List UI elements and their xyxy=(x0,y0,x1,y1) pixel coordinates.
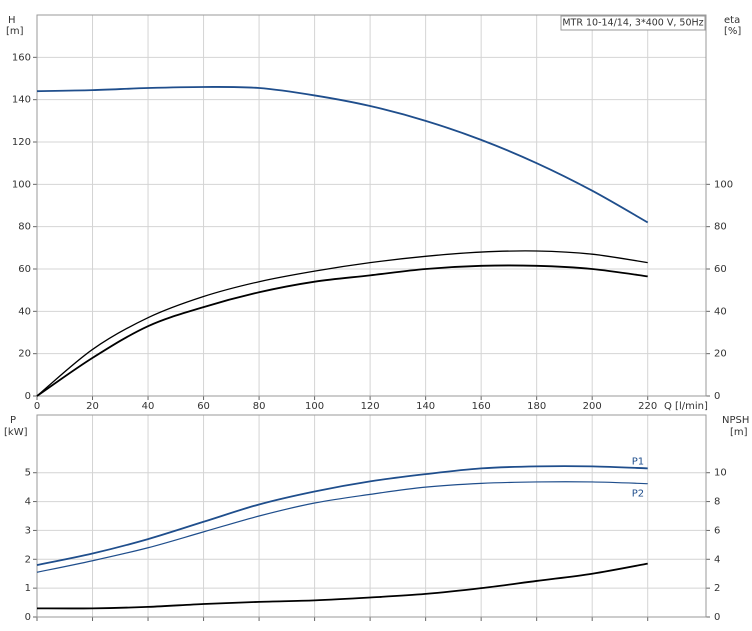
title-box xyxy=(560,15,706,31)
y2-tick-label: 100 xyxy=(714,179,733,190)
y-tick-label: 0 xyxy=(25,391,31,402)
y2-axis-label: eta xyxy=(724,15,740,26)
plot-frame xyxy=(36,414,707,618)
x-tick-label: 60 xyxy=(197,401,210,412)
y-axis-label: P xyxy=(10,415,16,426)
plot-area xyxy=(37,15,706,396)
x-tick-label: 180 xyxy=(527,401,546,412)
y2-tick-label: 0 xyxy=(714,612,720,623)
y-tick-label: 100 xyxy=(12,179,31,190)
y-axis-unit: [kW] xyxy=(4,427,28,438)
y-tick-label: 20 xyxy=(18,349,31,360)
curve xyxy=(36,481,648,573)
x-tick-label: 120 xyxy=(361,401,380,412)
x-tick-label: 200 xyxy=(583,401,602,412)
y-axis-unit: [m] xyxy=(6,26,24,37)
x-axis-label: Q [l/min] xyxy=(664,401,708,412)
curve xyxy=(36,86,649,224)
y2-axis-unit: [%] xyxy=(724,26,741,37)
curve xyxy=(36,562,648,610)
x-tick-label: 100 xyxy=(305,401,324,412)
plot-area xyxy=(37,415,706,617)
y-tick-label: 4 xyxy=(25,497,31,508)
y2-tick-label: 10 xyxy=(714,468,727,479)
curve xyxy=(36,264,648,397)
y2-tick-label: 4 xyxy=(714,554,720,565)
y-tick-label: 2 xyxy=(25,554,31,565)
y2-tick-label: 6 xyxy=(714,525,720,536)
chart-title: MTR 10-14/14, 3*400 V, 50Hz xyxy=(562,18,703,29)
x-tick-label: 220 xyxy=(638,401,657,412)
curve xyxy=(36,250,648,397)
x-tick-label: 0 xyxy=(34,401,40,412)
y2-tick-label: 0 xyxy=(714,391,720,402)
curve-label: P1 xyxy=(632,456,644,467)
x-tick-label: 140 xyxy=(416,401,435,412)
y-axis-label: H xyxy=(8,15,16,26)
y2-tick-label: 40 xyxy=(714,306,727,317)
y2-tick-label: 20 xyxy=(714,349,727,360)
y2-tick-label: 60 xyxy=(714,264,727,275)
y-tick-label: 40 xyxy=(18,306,31,317)
y-tick-label: 140 xyxy=(12,95,31,106)
y-tick-label: 80 xyxy=(18,222,31,233)
x-tick-label: 80 xyxy=(253,401,266,412)
x-tick-label: 160 xyxy=(472,401,491,412)
y-tick-label: 5 xyxy=(25,468,31,479)
y-tick-label: 60 xyxy=(18,264,31,275)
y-tick-label: 160 xyxy=(12,52,31,63)
y-tick-label: 1 xyxy=(25,583,31,594)
x-tick-label: 40 xyxy=(142,401,155,412)
plot-frame xyxy=(36,14,707,397)
y2-tick-label: 80 xyxy=(714,222,727,233)
y2-tick-label: 8 xyxy=(714,497,720,508)
curve xyxy=(36,465,648,566)
y2-axis-unit: [m] xyxy=(730,427,748,438)
y2-tick-label: 2 xyxy=(714,583,720,594)
curve-label: P2 xyxy=(632,489,644,500)
y-tick-label: 120 xyxy=(12,137,31,148)
y-tick-label: 0 xyxy=(25,612,31,623)
y2-axis-label: NPSH xyxy=(722,415,749,426)
x-tick-label: 20 xyxy=(86,401,99,412)
y-tick-label: 3 xyxy=(25,525,31,536)
